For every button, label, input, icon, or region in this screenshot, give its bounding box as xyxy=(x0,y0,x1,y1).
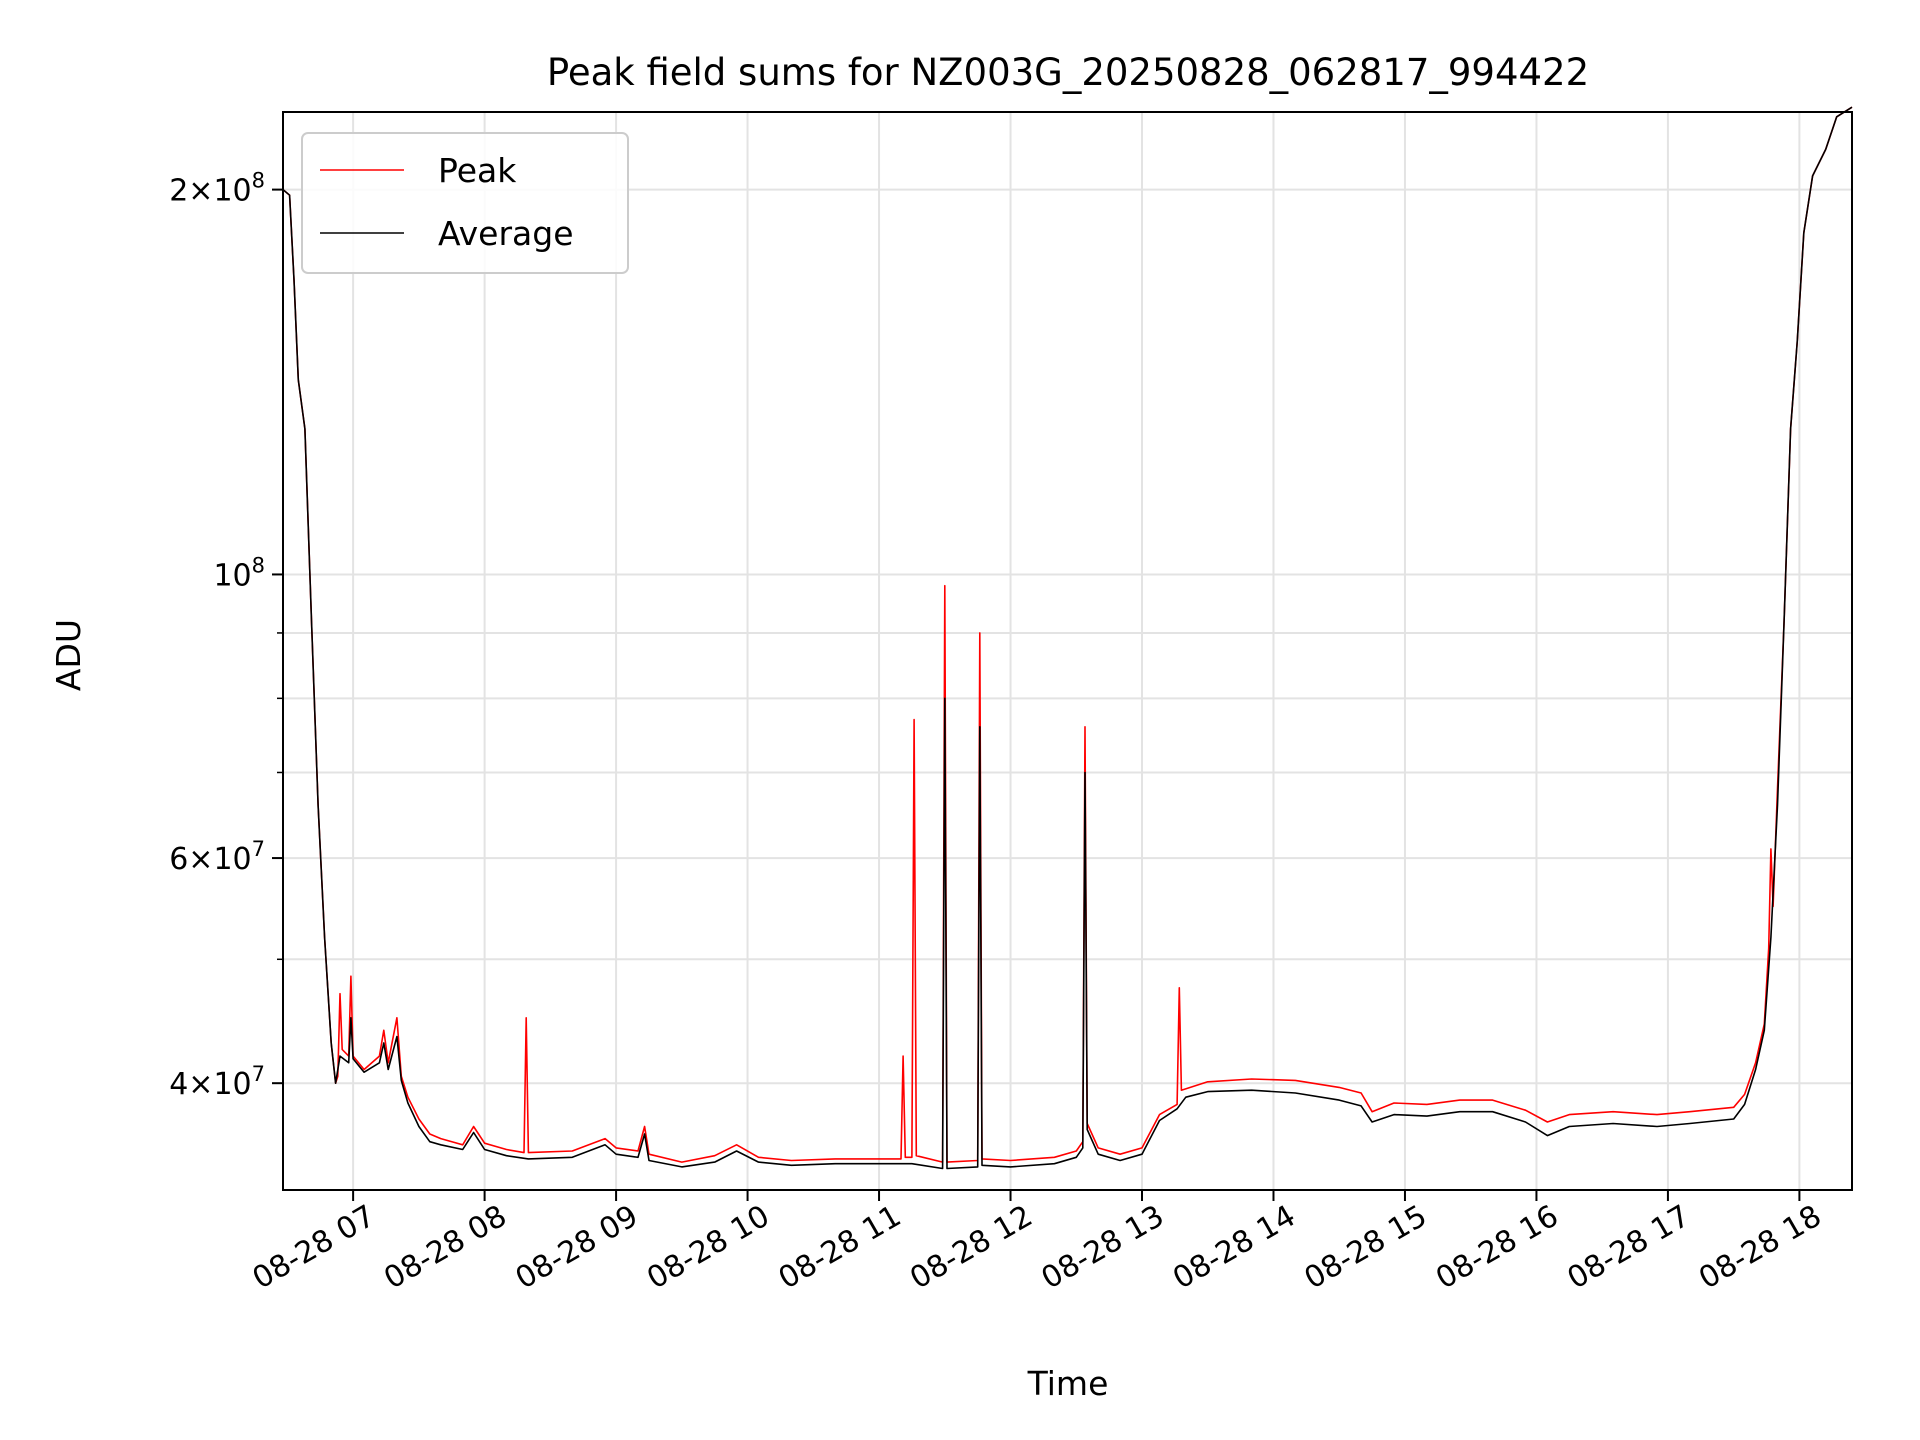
y-tick-label: 6×107 xyxy=(169,837,265,877)
x-axis-label: Time xyxy=(1027,1364,1109,1403)
chart-title: Peak field sums for NZ003G_20250828_0628… xyxy=(547,51,1589,94)
series-line-average xyxy=(282,106,1853,1170)
grid xyxy=(283,112,1852,1190)
y-tick-label: 108 xyxy=(213,553,265,593)
legend-label-average: Average xyxy=(438,214,574,253)
y-axis-label: ADU xyxy=(49,619,88,691)
y-tick-label: 4×107 xyxy=(169,1062,265,1102)
legend-label-peak: Peak xyxy=(438,151,517,190)
legend-box xyxy=(301,132,629,274)
series-layer xyxy=(282,106,1853,1170)
y-tick-label: 2×108 xyxy=(169,169,265,209)
legend: Peak Average xyxy=(301,132,629,274)
plot-area-frame xyxy=(282,111,1853,1191)
series-line-peak xyxy=(282,106,1853,1163)
